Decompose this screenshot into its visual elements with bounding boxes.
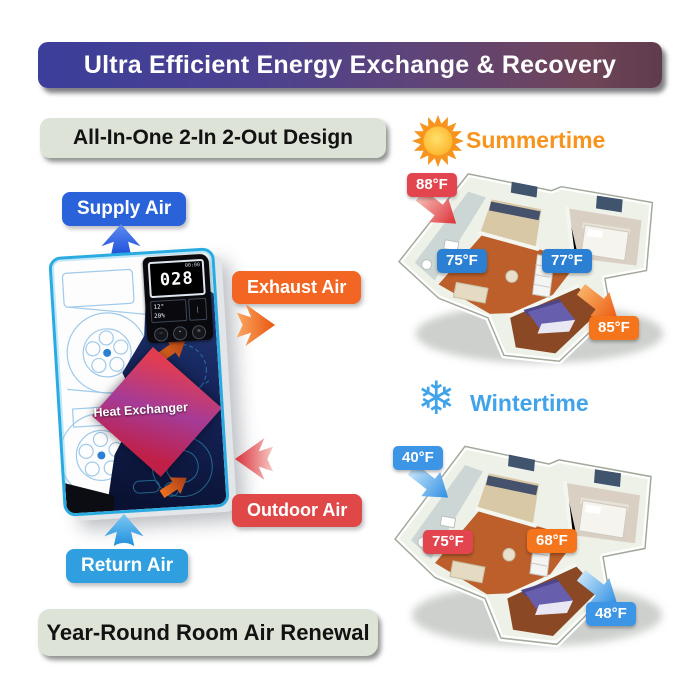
supply-air-arrow-icon: [101, 224, 141, 256]
control-panel: 00:00 028 12° 20% | – • ≡: [142, 253, 214, 344]
exhaust-air-arrow-icon: [236, 304, 275, 346]
summer-heading: Summertime: [466, 127, 606, 153]
summer-outlet-temp: 85°F: [589, 316, 639, 340]
supply-air-label: Supply Air: [62, 192, 187, 226]
lcd-humidity: 20%: [153, 312, 166, 320]
panel-button-minus[interactable]: –: [153, 327, 169, 342]
summer-floorplan: 88°F 75°F 77°F 85°F: [393, 166, 690, 378]
winter-heading: Wintertime: [470, 390, 589, 416]
lcd-subdisplay: 12° 20%: [150, 298, 188, 324]
return-air-label: Return Air: [66, 549, 189, 583]
design-heading: All-In-One 2-In 2-Out Design: [40, 118, 386, 158]
panel-button-power[interactable]: •: [172, 325, 188, 341]
banner-title: Ultra Efficient Energy Exchange & Recove…: [38, 42, 662, 88]
winter-floorplan: 40°F 75°F 68°F 48°F: [389, 438, 689, 662]
lcd-status-box: |: [188, 297, 208, 321]
outdoor-air-arrow-icon: [235, 438, 274, 480]
return-air-arrow-icon: [104, 514, 144, 546]
sun-icon: [412, 115, 464, 167]
summer-inlet-temp: 88°F: [407, 173, 457, 197]
winter-bedroom-temp: 68°F: [527, 529, 577, 553]
snowflake-icon: ❄: [417, 371, 456, 425]
winter-outlet-temp: 48°F: [586, 602, 636, 626]
erv-device: Heat Exchanger 00:00 028 12° 20% | – • ≡: [48, 247, 230, 517]
panel-button-menu[interactable]: ≡: [191, 324, 207, 340]
winter-inlet-temp: 40°F: [393, 446, 443, 470]
lcd-value: 028: [159, 268, 195, 291]
summer-bedroom-temp: 77°F: [542, 249, 592, 273]
lcd-display: 00:00 028: [147, 258, 206, 299]
renewal-heading: Year-Round Room Air Renewal: [38, 609, 378, 656]
winter-living-temp: 75°F: [423, 530, 473, 554]
exhaust-air-label: Exhaust Air: [232, 271, 362, 304]
summer-living-temp: 75°F: [437, 249, 487, 273]
outdoor-air-label: Outdoor Air: [232, 494, 363, 527]
